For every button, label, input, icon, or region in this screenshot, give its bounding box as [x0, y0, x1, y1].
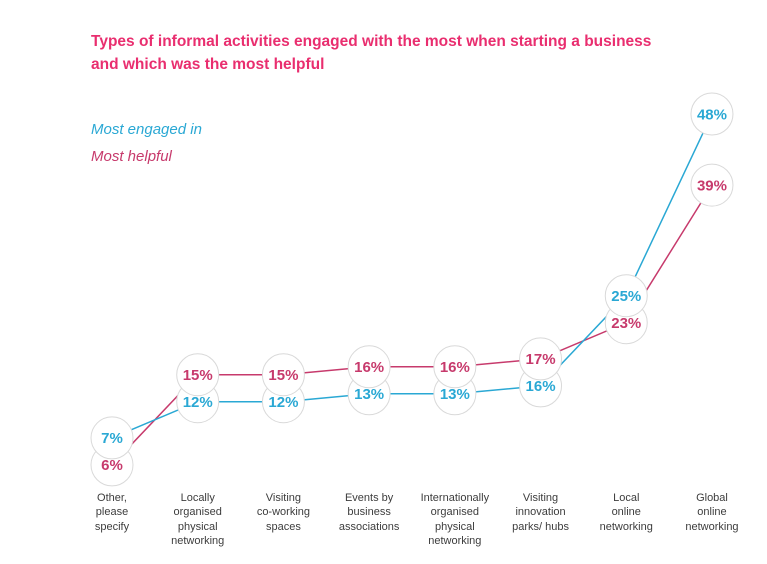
- data-point-value-label: 6%: [101, 457, 123, 474]
- data-point-circle: [690, 92, 734, 136]
- data-point-value-label: 7%: [101, 430, 123, 447]
- data-point-circle: [433, 345, 477, 389]
- chart-legend: Most engaged in Most helpful: [91, 120, 202, 174]
- data-point-value-label: 15%: [268, 367, 298, 384]
- data-point-value-label: 16%: [526, 378, 556, 395]
- data-point-value-label: 25%: [611, 288, 641, 305]
- data-point-value-label: 23%: [611, 315, 641, 332]
- data-point-circle: [604, 274, 648, 318]
- data-point-value-label: 17%: [526, 351, 556, 368]
- legend-item-most-engaged-in: Most engaged in: [91, 121, 202, 138]
- data-point-circle: [347, 345, 391, 389]
- data-point-value-label: 13%: [440, 386, 470, 403]
- data-point-value-label: 12%: [268, 394, 298, 411]
- data-point-value-label: 16%: [440, 359, 470, 376]
- chart-title: Types of informal activities engaged wit…: [91, 33, 652, 74]
- data-point-value-label: 12%: [183, 394, 213, 411]
- data-point-circle: [519, 337, 563, 381]
- data-point-value-label: 39%: [697, 177, 727, 194]
- data-point-circle: [261, 353, 305, 397]
- data-point-circle: [690, 163, 734, 207]
- data-point-circle: [176, 353, 220, 397]
- data-point-value-label: 16%: [354, 359, 384, 376]
- data-point-value-label: 48%: [697, 106, 727, 123]
- data-point-value-label: 13%: [354, 386, 384, 403]
- data-point-circle: [90, 416, 134, 460]
- legend-item-most-helpful: Most helpful: [91, 147, 172, 165]
- data-point-value-label: 15%: [183, 367, 213, 384]
